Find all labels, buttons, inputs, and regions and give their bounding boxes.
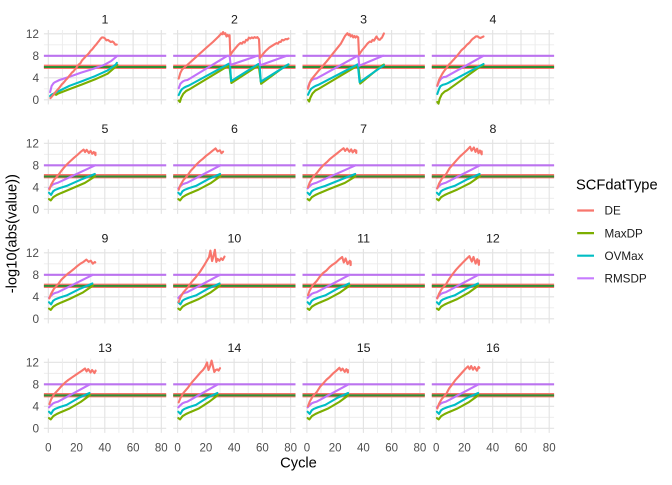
svg-text:6: 6: [231, 122, 238, 136]
svg-text:20: 20: [70, 443, 83, 455]
svg-text:40: 40: [486, 443, 499, 455]
svg-text:12: 12: [26, 356, 39, 370]
svg-text:4: 4: [32, 400, 39, 414]
svg-text:9: 9: [102, 231, 109, 245]
svg-text:16: 16: [486, 341, 500, 355]
svg-text:DE: DE: [605, 205, 621, 218]
svg-text:10: 10: [228, 231, 242, 245]
svg-text:11: 11: [357, 231, 370, 245]
svg-text:4: 4: [32, 290, 39, 304]
svg-text:8: 8: [32, 268, 39, 282]
svg-text:40: 40: [357, 443, 370, 455]
svg-text:60: 60: [127, 443, 140, 455]
svg-text:0: 0: [304, 443, 310, 455]
svg-text:60: 60: [385, 443, 398, 455]
svg-text:80: 80: [155, 443, 168, 455]
svg-text:12: 12: [26, 246, 39, 260]
svg-text:7: 7: [360, 122, 367, 136]
svg-text:0: 0: [32, 422, 39, 436]
svg-text:4: 4: [32, 71, 39, 85]
svg-text:0: 0: [433, 443, 439, 455]
svg-text:RMSDP: RMSDP: [605, 273, 647, 286]
svg-text:Cycle: Cycle: [280, 456, 317, 472]
svg-text:80: 80: [414, 443, 427, 455]
svg-text:14: 14: [228, 341, 242, 355]
svg-text:OVMax: OVMax: [605, 250, 644, 263]
svg-text:MaxDP: MaxDP: [605, 227, 644, 240]
svg-text:40: 40: [228, 443, 241, 455]
svg-text:80: 80: [284, 443, 297, 455]
svg-text:0: 0: [45, 443, 51, 455]
svg-text:20: 20: [200, 443, 213, 455]
svg-text:15: 15: [357, 341, 371, 355]
svg-text:3: 3: [360, 12, 367, 26]
svg-text:0: 0: [32, 312, 39, 326]
svg-text:12: 12: [26, 137, 39, 151]
svg-text:20: 20: [329, 443, 342, 455]
svg-text:60: 60: [515, 443, 528, 455]
svg-text:8: 8: [489, 122, 496, 136]
svg-text:4: 4: [489, 12, 496, 26]
svg-text:2: 2: [231, 12, 238, 26]
svg-text:4: 4: [32, 181, 39, 195]
svg-text:5: 5: [102, 122, 109, 136]
svg-text:8: 8: [32, 49, 39, 63]
svg-text:8: 8: [32, 159, 39, 173]
svg-text:12: 12: [26, 27, 39, 41]
svg-text:80: 80: [543, 443, 556, 455]
svg-text:40: 40: [98, 443, 111, 455]
svg-text:1: 1: [102, 12, 109, 26]
svg-text:-log10(abs(value)): -log10(abs(value)): [5, 174, 21, 293]
svg-text:0: 0: [174, 443, 180, 455]
svg-text:20: 20: [458, 443, 471, 455]
svg-text:0: 0: [32, 93, 39, 107]
svg-text:0: 0: [32, 203, 39, 217]
svg-text:13: 13: [98, 341, 112, 355]
svg-text:SCFdatType: SCFdatType: [576, 177, 658, 193]
svg-text:8: 8: [32, 378, 39, 392]
svg-text:60: 60: [256, 443, 269, 455]
svg-text:12: 12: [486, 231, 500, 245]
